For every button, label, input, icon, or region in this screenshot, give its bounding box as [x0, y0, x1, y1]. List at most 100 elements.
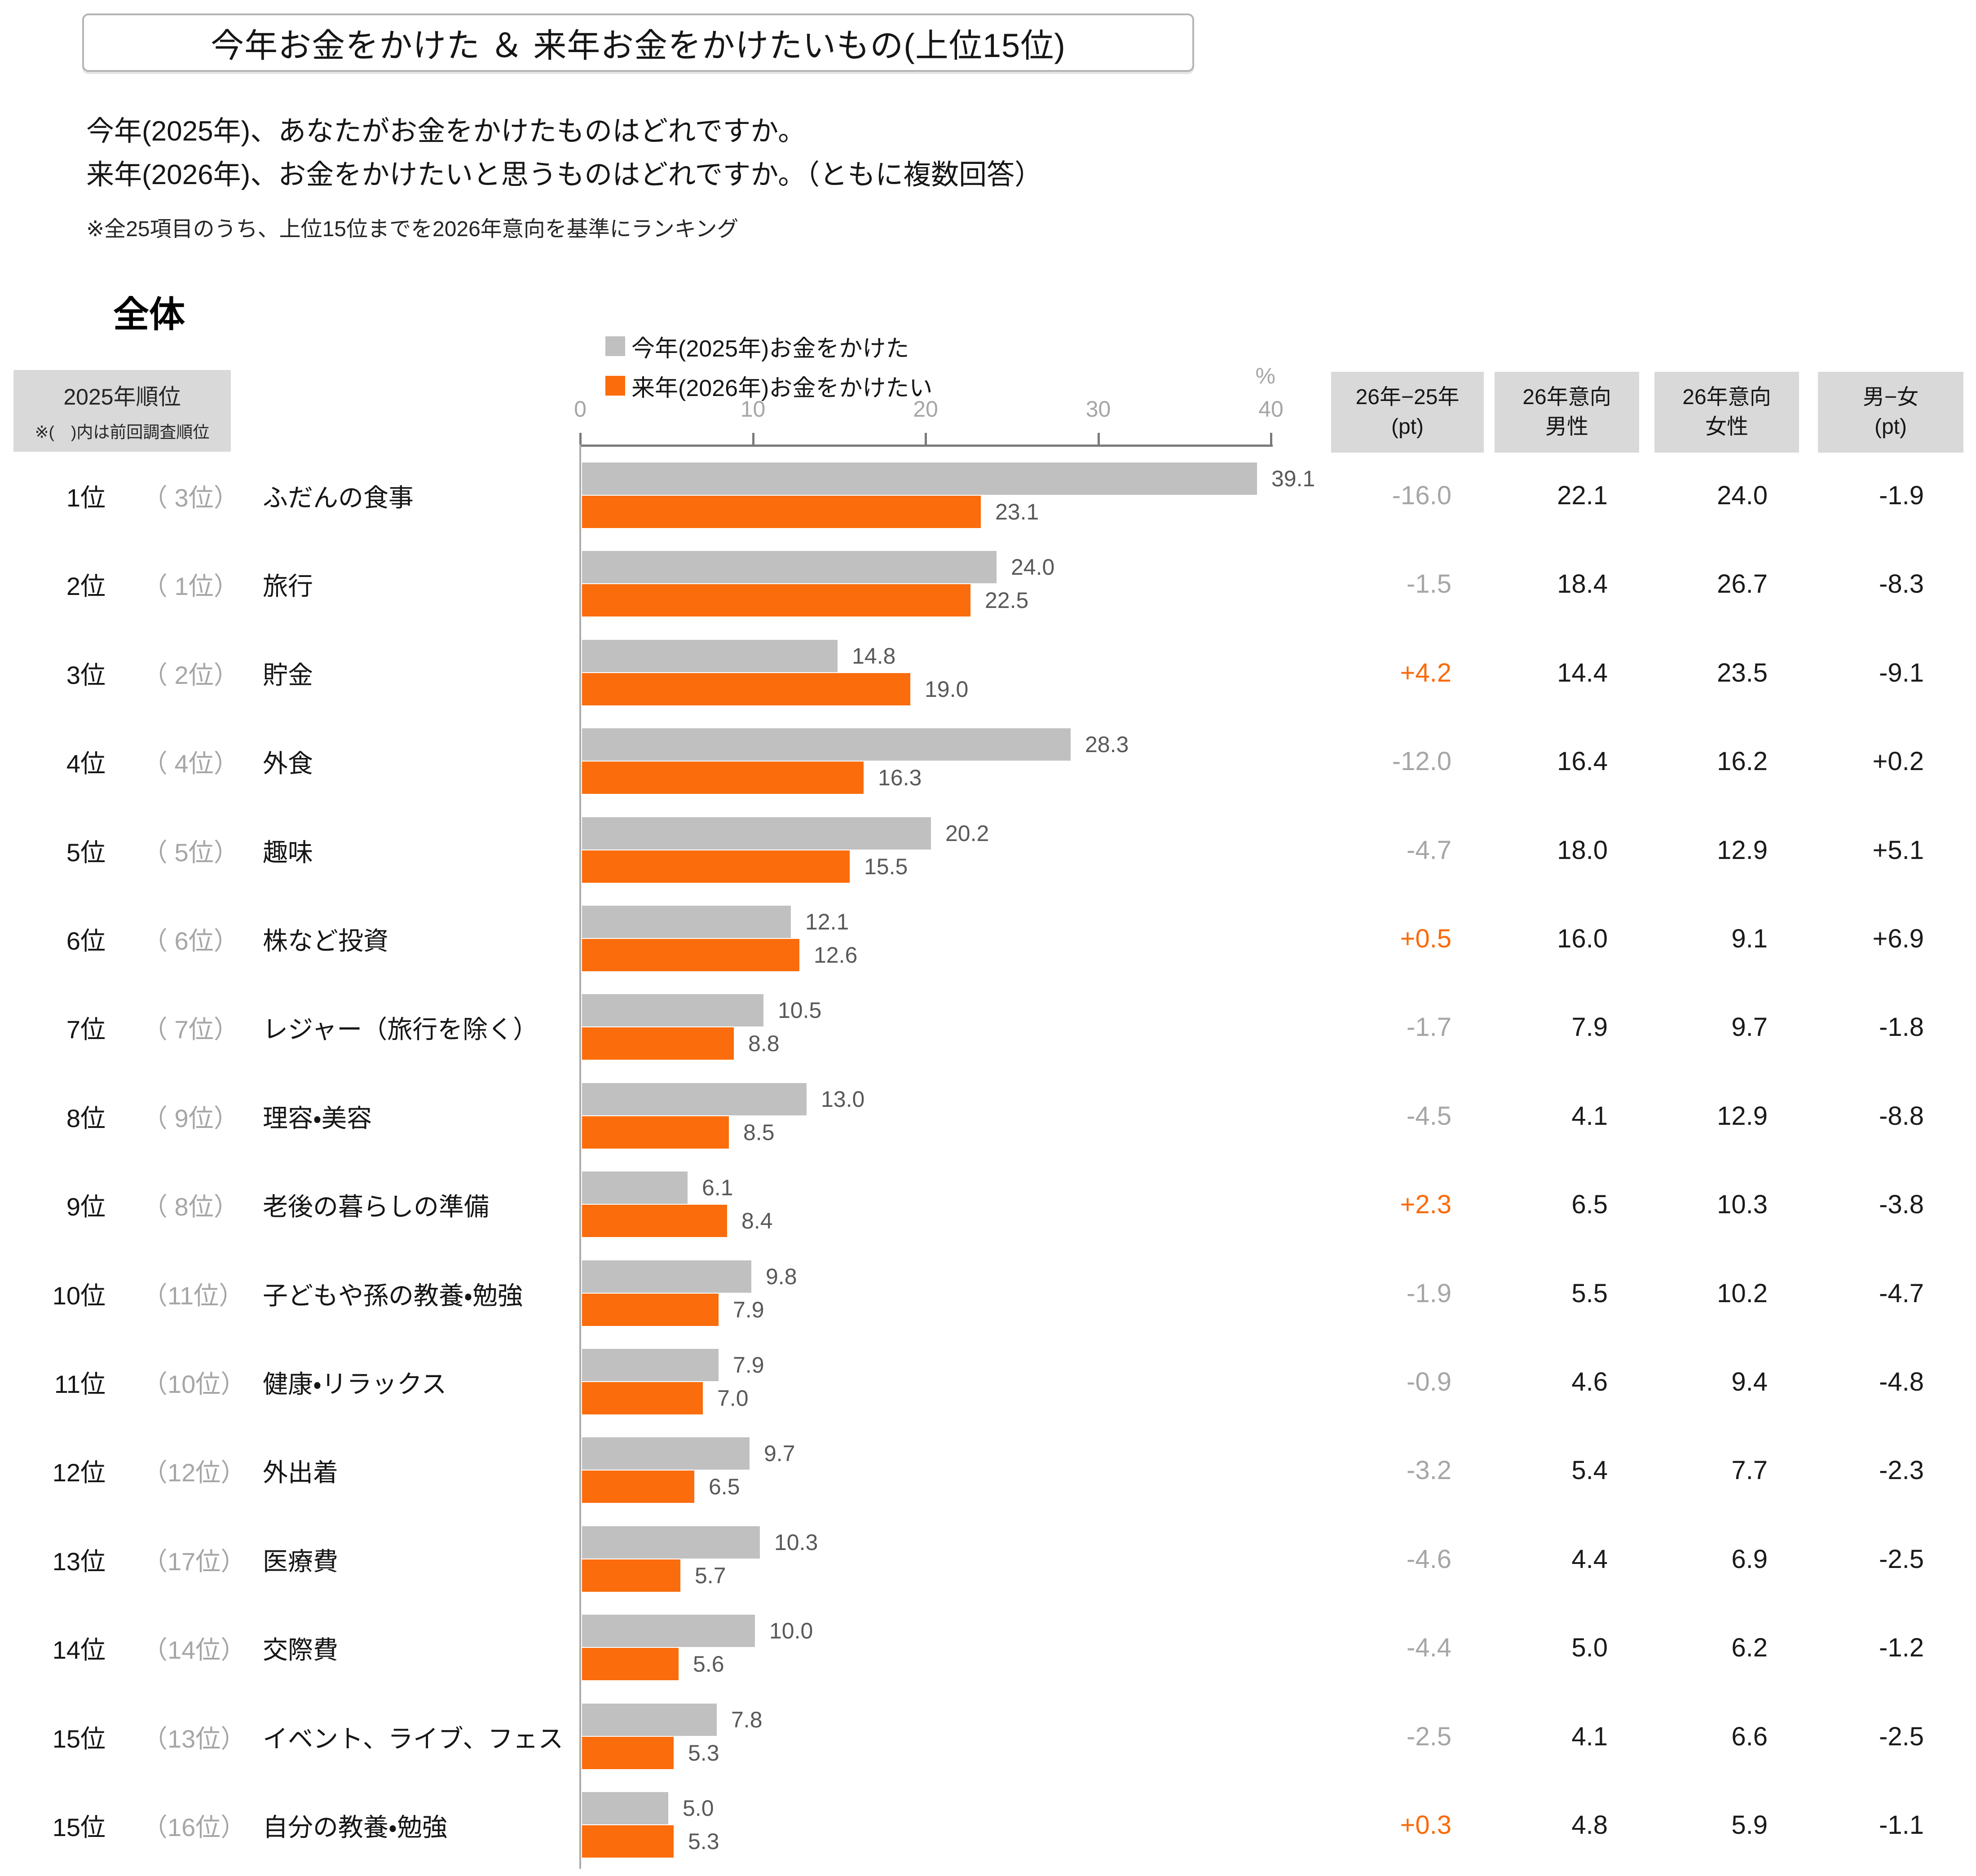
row-prev-rank: （ 7位）: [142, 1015, 239, 1044]
row-rank: 2位: [66, 572, 106, 600]
row-category: 医療費: [263, 1547, 338, 1576]
question-line-1: 今年(2025年)、あなたがお金をかけたものはどれですか。: [86, 116, 806, 147]
cell-diff-26-25: -4.5: [1407, 1101, 1451, 1131]
page-title: 今年お金をかけた ＆ 来年お金をかけたいもの(上位15位): [211, 26, 1066, 64]
cell-male-intent: 5.4: [1571, 1456, 1608, 1485]
cell-diff-26-25: -1.5: [1407, 569, 1451, 599]
cell-female-intent: 9.1: [1731, 924, 1768, 953]
row-rank: 13位: [52, 1547, 106, 1576]
legend-swatch-2026-icon: [605, 376, 625, 396]
cell-diff-26-25: -3.2: [1407, 1456, 1451, 1485]
bar-value-2025: 20.2: [945, 821, 989, 846]
row-category: レジャー（旅行を除く）: [263, 1015, 538, 1044]
cell-male-minus-female: -1.9: [1879, 481, 1924, 510]
legend-item-2026: 来年(2026年)お金をかけたい: [605, 373, 932, 401]
bar-value-2026: 5.7: [695, 1563, 726, 1588]
row-label: 13位 （17位） 医療費: [27, 1543, 577, 1576]
bar-value-2026: 5.6: [693, 1651, 724, 1677]
cell-male-minus-female: -1.2: [1879, 1633, 1924, 1662]
cell-female-intent: 6.2: [1731, 1633, 1768, 1662]
row-category: 老後の暮らしの準備: [263, 1192, 489, 1221]
x-tick-label: 0: [574, 396, 587, 422]
axis-unit-label: %: [1255, 363, 1275, 388]
cell-male-intent: 18.0: [1557, 836, 1608, 865]
bar-value-2025: 12.1: [805, 909, 849, 934]
legend-label-2026: 来年(2026年)お金をかけたい: [631, 375, 933, 401]
bar-2025: [582, 906, 791, 938]
cell-female-intent: 12.9: [1717, 1101, 1768, 1131]
cell-male-intent: 6.5: [1571, 1190, 1608, 1219]
x-tick-mark: [1097, 433, 1100, 445]
row-rank: 11位: [54, 1370, 106, 1398]
x-tick-label: 40: [1258, 396, 1284, 422]
x-axis-line: [580, 445, 1273, 447]
row-prev-rank: （12位）: [142, 1458, 246, 1487]
row-category: 貯金: [263, 661, 313, 689]
x-tick-mark: [1270, 433, 1272, 445]
cell-female-intent: 5.9: [1731, 1810, 1768, 1840]
bar-2026: [582, 1559, 680, 1592]
x-tick-mark: [925, 433, 927, 445]
bar-value-2026: 8.5: [743, 1120, 775, 1145]
cell-male-minus-female: -1.8: [1879, 1013, 1924, 1042]
row-label: 6位 （ 6位） 株など投資: [27, 923, 577, 955]
bar-value-2026: 7.0: [717, 1386, 749, 1411]
row-label: 15位 （13位） イベント、ライブ、フェス: [27, 1721, 577, 1753]
cell-diff-26-25: -1.7: [1407, 1013, 1451, 1042]
row-label: 3位 （ 2位） 貯金: [27, 657, 577, 689]
cell-female-intent: 9.4: [1731, 1367, 1768, 1396]
cell-male-intent: 5.5: [1571, 1279, 1608, 1308]
row-category: 外食: [263, 749, 313, 778]
category-axis-line: [579, 445, 581, 1869]
x-tick-label: 20: [913, 396, 938, 422]
cell-diff-26-25: -16.0: [1392, 481, 1451, 510]
bar-2025: [582, 1437, 750, 1470]
bar-value-2025: 13.0: [821, 1087, 865, 1112]
cell-male-intent: 4.8: [1571, 1810, 1608, 1840]
bar-2026: [582, 1648, 679, 1680]
x-tick-label: 10: [740, 396, 766, 422]
cell-male-intent: 4.6: [1571, 1367, 1608, 1396]
row-label: 5位 （ 5位） 趣味: [27, 834, 577, 867]
bar-2026: [582, 1294, 719, 1326]
cell-female-intent: 23.5: [1717, 658, 1768, 687]
row-rank: 15位: [52, 1813, 106, 1841]
row-rank: 15位: [52, 1724, 106, 1753]
bar-value-2026: 8.4: [741, 1208, 773, 1233]
cell-male-minus-female: -2.5: [1879, 1722, 1924, 1751]
bar-2025: [582, 1704, 717, 1736]
row-rank: 12位: [52, 1458, 106, 1487]
bar-value-2026: 19.0: [925, 677, 969, 702]
row-prev-rank: （ 4位）: [142, 749, 239, 778]
bar-2026: [582, 584, 970, 617]
cell-male-minus-female: -1.1: [1879, 1810, 1924, 1840]
bar-2026: [582, 850, 850, 883]
bar-value-2025: 28.3: [1085, 732, 1129, 757]
column-header-diff-26-25: 26年−25年 (pt): [1331, 372, 1484, 453]
row-rank: 10位: [52, 1281, 106, 1310]
cell-diff-26-25: -12.0: [1392, 747, 1451, 776]
row-label: 14位 （14位） 交際費: [27, 1632, 577, 1664]
bar-2026: [582, 1737, 674, 1769]
cell-male-intent: 16.0: [1557, 924, 1608, 953]
bar-value-2025: 24.0: [1011, 555, 1055, 580]
bar-2026: [582, 1027, 734, 1060]
bar-value-2026: 16.3: [878, 765, 922, 790]
row-label: 15位 （16位） 自分の教養・勉強: [27, 1809, 577, 1841]
bar-2026: [582, 496, 981, 528]
row-rank: 9位: [66, 1192, 106, 1221]
row-prev-rank: （ 1位）: [142, 572, 239, 600]
row-rank: 8位: [66, 1104, 106, 1132]
row-rank: 4位: [66, 749, 106, 778]
row-category: 趣味: [263, 838, 313, 867]
question-line-2: 来年(2026年)、お金をかけたいと思うものはどれですか。（ともに複数回答）: [86, 159, 1043, 190]
cell-female-intent: 9.7: [1731, 1013, 1768, 1042]
bar-2025: [582, 1171, 688, 1204]
row-rank: 3位: [66, 661, 106, 689]
column-header-male-intent: 26年意向 男性: [1495, 372, 1639, 453]
row-rank: 1位: [66, 483, 106, 512]
cell-diff-26-25: -2.5: [1407, 1722, 1451, 1751]
cell-male-intent: 18.4: [1557, 569, 1608, 599]
cell-female-intent: 24.0: [1717, 481, 1768, 510]
